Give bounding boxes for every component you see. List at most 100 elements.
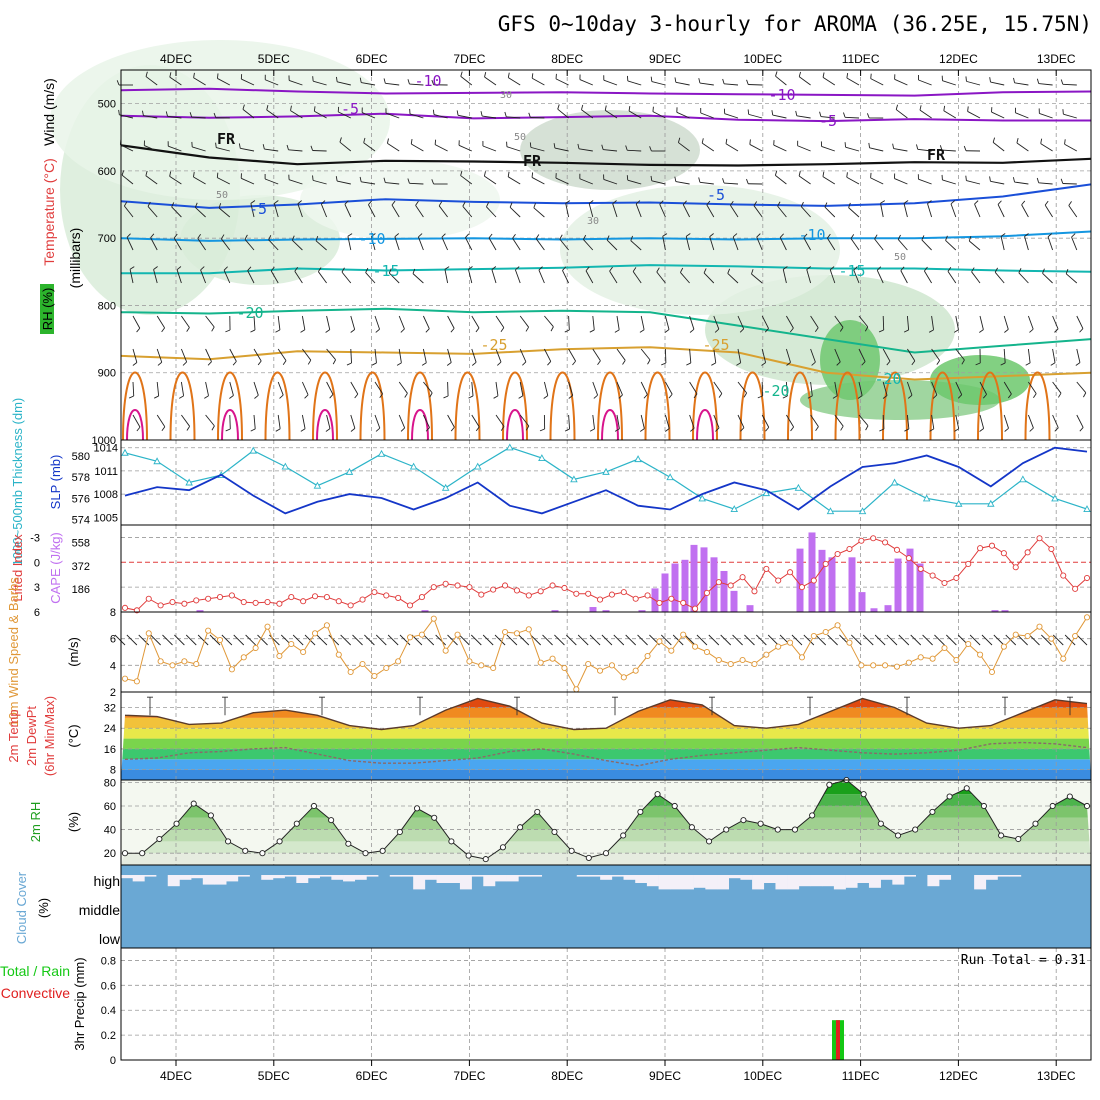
thickness-marker [281,462,290,470]
wind-speed-marker [644,652,651,660]
wind-barb [756,236,763,251]
wind-barb-flag [350,329,355,333]
wind-barb-flag [325,329,331,333]
lifted-index-marker [169,599,176,606]
wind-barb [337,180,351,185]
wind-barb-flag [736,362,741,366]
contour-label: -25 [480,336,507,354]
wind-barb [465,237,473,251]
precip-tick-label: 0.6 [101,980,116,992]
thickness-tick-label: 576 [72,493,90,505]
thickness-marker [987,499,995,507]
wind-barb [820,116,835,119]
rh-marker [1066,793,1073,800]
wind-barb-flag [176,266,182,271]
surface-wind-barb [399,634,411,646]
wind-barb-flag [216,172,219,178]
wind-speed-marker [775,643,782,650]
wind-barb [1052,348,1056,363]
cape-bar [700,547,708,612]
wind-barb [713,315,720,330]
wind-barb [897,239,908,251]
lifted-index-marker [620,589,627,596]
lifted-index-marker [893,546,901,553]
wind-barb [181,315,190,328]
lifted-index-marker [181,600,188,607]
wind-barb [315,240,327,251]
wind-barb [749,144,763,152]
wind-barb-flag [866,113,870,119]
wind-barb [394,236,400,251]
high-cloud-gap [822,875,835,887]
li-frame [120,524,1092,613]
wind-barb-flag [562,266,567,271]
date-label-bottom: 8DEC [551,1069,583,1083]
high-cloud-gap [261,875,274,880]
wind-barb [737,381,747,394]
precip-tick-label: 0.8 [101,955,116,967]
rh-marker [551,828,558,835]
wind-barb-flag [815,426,819,431]
wind-barb [773,144,787,152]
thickness-marker [858,507,867,515]
wind-barb [592,414,595,429]
rh-marker [740,817,747,824]
wind-barb [947,271,957,284]
wind-barb [680,272,690,284]
wind-barb [565,203,570,218]
wind-barb-flag [193,171,195,178]
rh-marker [259,850,266,857]
wind-barb [942,179,956,185]
temp-band [121,769,1091,780]
wind-barb-flag [974,200,979,205]
wind-barb-flag [429,392,433,398]
wind-barb [241,177,255,185]
thickness-marker [249,446,258,454]
wind-barb [1064,143,1078,152]
wind-barb-flag [182,361,187,366]
wind-barb [834,414,844,427]
wind-barb [761,348,767,363]
lifted-index-marker [680,599,687,606]
wind-barb-flag [375,427,381,432]
lifted-index-line [124,537,1088,611]
contour-label: -10 [414,72,441,90]
surface-wind-barb [233,634,245,646]
wind-barb [810,414,819,427]
lifted-index-marker [608,591,615,598]
wind-speed-marker [406,634,414,641]
wind-barb-flag [757,395,763,399]
wind-barb [197,238,206,251]
wind-barb-flag [886,360,891,366]
wind-barb-flag [1068,201,1072,206]
isotherm-35-loop [601,409,619,441]
wind-barb-flag [247,266,252,271]
wind-barb [709,236,715,251]
wind-barb-flag [786,362,791,366]
wind-barb [724,83,739,86]
cape-bar [796,548,804,612]
wind-barb [132,348,138,363]
high-cloud-gap [518,875,531,877]
wind-barb-flag [425,427,430,432]
cape-tick-label: 372 [72,561,90,573]
lifted-index-marker [644,592,651,599]
wind-barb-flag [371,233,376,237]
wind-barb-flag [589,329,595,333]
high-cloud-gap [939,875,952,880]
thickness-label: 1000~500mb Thickness (dm) [10,398,25,567]
surface-wind-barb [708,634,720,646]
surface-wind-barb [292,634,304,646]
thickness-marker [345,467,354,475]
wind-barb [870,78,884,86]
level-tick-label: 900 [98,368,116,380]
rh-marker [757,820,764,827]
wind-speed-marker [311,630,319,637]
wind-barb-flag [924,266,928,272]
wind-barb [1076,315,1084,329]
wind-barb-flag [312,175,314,181]
wind-barb-flag [647,359,651,365]
surface-wind-barb [494,634,506,646]
rh-marker [190,800,197,807]
wind-speed-marker [905,659,912,666]
